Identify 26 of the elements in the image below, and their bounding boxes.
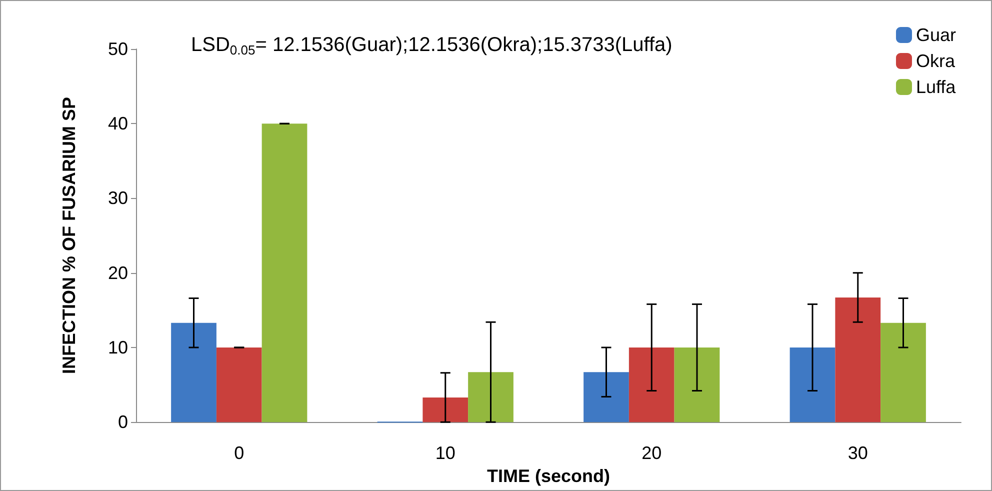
bar xyxy=(790,347,836,422)
legend-label: Luffa xyxy=(916,77,957,97)
y-tick-label: 20 xyxy=(108,262,128,283)
bar xyxy=(216,347,262,422)
x-tick-label: 10 xyxy=(435,443,456,464)
y-tick-label: 30 xyxy=(108,188,128,208)
bar xyxy=(880,322,926,422)
bar xyxy=(674,347,720,422)
bar xyxy=(262,124,308,422)
y-axis-title: INFECTION % OF FUSARIUM SP xyxy=(59,97,79,374)
bar xyxy=(468,372,514,422)
x-tick-label: 30 xyxy=(848,443,868,464)
bar xyxy=(628,347,674,422)
x-tick-label: 20 xyxy=(642,443,662,464)
y-tick-label: 50 xyxy=(108,39,128,59)
y-tick-label: 10 xyxy=(108,337,128,358)
x-axis-title: TIME (second) xyxy=(486,466,610,486)
bar xyxy=(584,372,629,422)
bar xyxy=(422,397,468,422)
y-tick-label: 40 xyxy=(108,114,128,134)
legend-label: Okra xyxy=(916,51,956,71)
y-tick-label: 0 xyxy=(118,412,128,432)
legend-label: Guar xyxy=(916,25,956,45)
x-tick-label: 0 xyxy=(234,443,244,464)
bar xyxy=(835,297,881,422)
bar xyxy=(171,322,216,422)
